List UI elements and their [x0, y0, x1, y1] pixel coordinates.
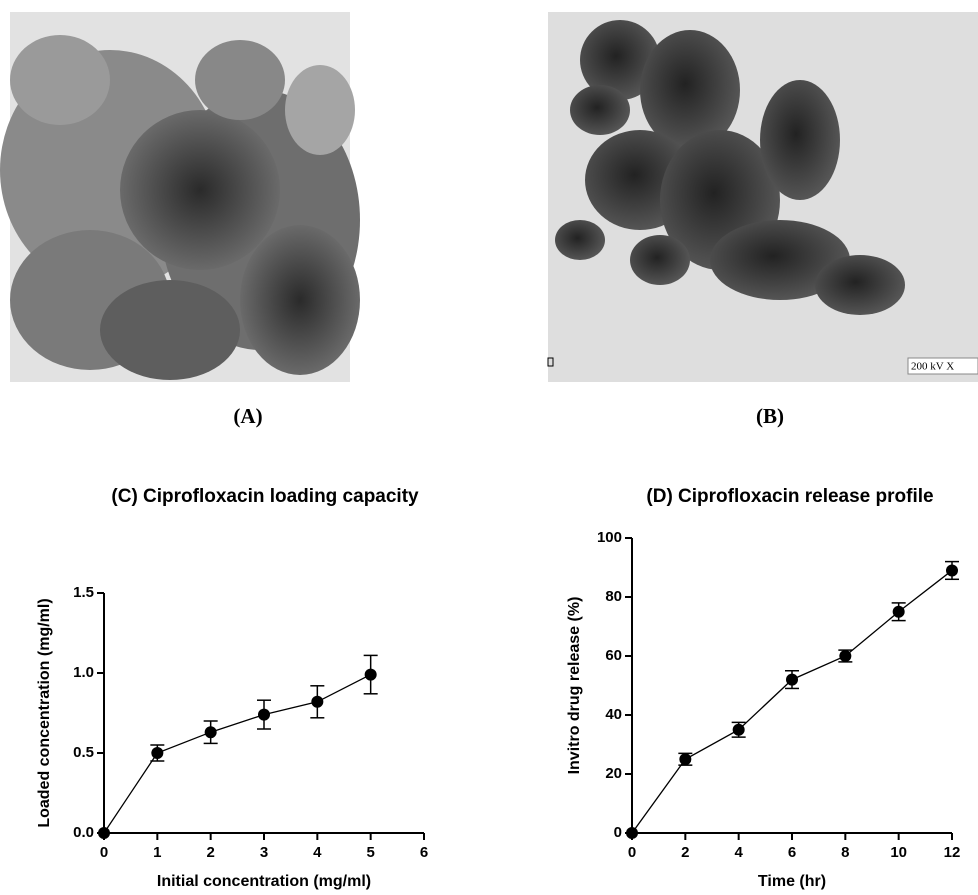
x-axis-title: Time (hr)	[758, 873, 826, 890]
y-axis-title: Loaded concentration (mg/ml)	[36, 598, 53, 827]
x-tick-label: 3	[260, 844, 268, 861]
chart-title: (C) Ciprofloxacin loading capacity	[111, 486, 419, 507]
data-point	[626, 827, 638, 839]
y-tick-label: 20	[605, 765, 622, 782]
y-tick-label: 1.5	[73, 584, 94, 601]
x-axis-title: Initial concentration (mg/ml)	[157, 873, 371, 890]
data-point	[946, 564, 958, 577]
data-point	[204, 726, 217, 739]
y-tick-label: 0	[614, 824, 622, 841]
data-point	[258, 708, 270, 721]
x-tick-label: 2	[681, 844, 689, 861]
x-tick-label: 12	[944, 844, 961, 861]
x-tick-label: 4	[313, 844, 322, 861]
panel-label: (A)	[233, 404, 262, 428]
x-tick-label: 10	[890, 844, 907, 861]
data-point	[151, 747, 164, 759]
data-line	[103, 674, 371, 834]
data-point	[892, 605, 905, 618]
y-tick-label: 1.0	[73, 664, 94, 681]
scale-stamp: 200 kV X	[911, 361, 954, 373]
y-tick-label: 40	[605, 706, 622, 723]
x-tick-label: 0	[100, 844, 108, 861]
data-point	[679, 753, 692, 766]
x-tick-label: 6	[788, 844, 796, 861]
data-point	[98, 827, 110, 839]
x-tick-label: 5	[366, 844, 374, 861]
y-axis-title: Invitro drug release (%)	[566, 597, 583, 775]
y-tick-label: 100	[597, 529, 622, 546]
y-tick-label: 0.0	[73, 824, 94, 841]
data-point	[732, 723, 745, 736]
y-tick-label: 80	[605, 588, 622, 605]
tem-image-a	[0, 12, 360, 382]
data-point	[786, 673, 798, 686]
data-point	[364, 668, 377, 681]
x-tick-label: 0	[628, 844, 636, 861]
data-point	[839, 650, 852, 662]
x-tick-label: 6	[420, 844, 428, 861]
y-tick-label: 60	[605, 647, 622, 664]
x-tick-label: 8	[841, 844, 849, 861]
data-point	[311, 695, 324, 708]
x-tick-label: 2	[206, 844, 214, 861]
x-tick-label: 1	[153, 844, 161, 861]
y-tick-label: 0.5	[73, 744, 94, 761]
chart-title: (D) Ciprofloxacin release profile	[646, 486, 933, 507]
panel-label: (B)	[756, 404, 784, 428]
tem-image-b: 200 kV X	[547, 12, 978, 382]
x-tick-label: 4	[734, 844, 743, 861]
